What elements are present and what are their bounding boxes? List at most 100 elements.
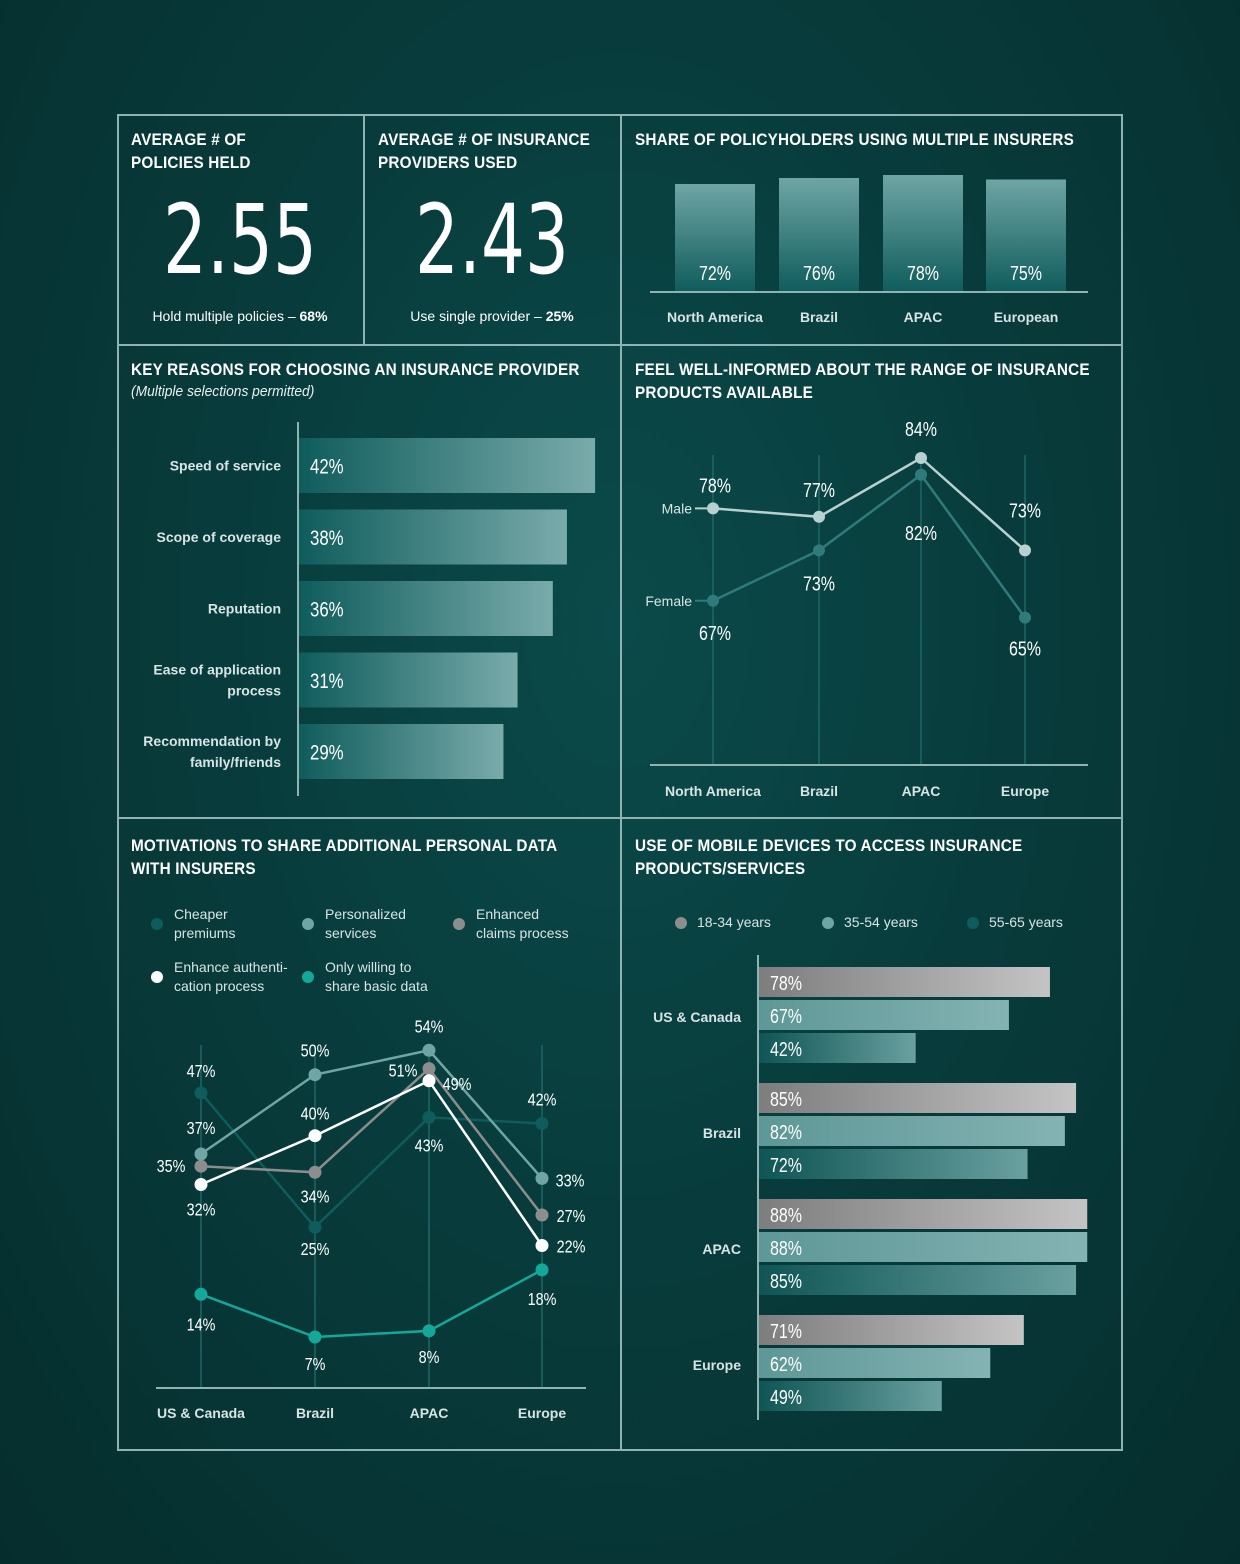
data-point [1019, 611, 1031, 624]
well-informed-chart: Male 78% 77% 84% 73% Female 67% 73% 82% 65% North … [645, 418, 1088, 799]
legend-label: Personalized services [325, 906, 406, 941]
legend-dot [453, 918, 465, 930]
bar-value-label: 78% [907, 262, 939, 284]
data-label: 37% [187, 1119, 216, 1139]
series-line-male [712, 456, 1026, 552]
category-label: Europe [1001, 783, 1049, 799]
category-label: European [994, 309, 1059, 325]
data-label: 73% [803, 573, 835, 595]
key-reasons-title: KEY REASONS FOR CHOOSING AN INSURANCE PR… [131, 360, 580, 379]
avg-providers-title: AVERAGE # OF INSURANCE PROVIDERS USED [378, 130, 590, 172]
category-label: APAC [902, 783, 941, 799]
data-label: 50% [301, 1041, 330, 1061]
legend-dot [151, 971, 163, 983]
bar-value-label: 42% [770, 1038, 802, 1060]
bar-value-label: 67% [770, 1005, 802, 1027]
series-line-5 [200, 1268, 543, 1339]
divider-top-left [363, 114, 365, 345]
bar-value-label: 72% [699, 262, 731, 284]
data-point [422, 1062, 436, 1076]
bar-value-label: 75% [1010, 262, 1042, 284]
bar-value-label: 62% [770, 1353, 802, 1375]
data-label: 14% [187, 1315, 216, 1335]
bar-value-label: 42% [310, 456, 344, 479]
multiple-insurers-chart: 72% North America 76% Brazil 78% APAC 75% Europ… [650, 175, 1088, 325]
bar-4-2 [759, 1348, 991, 1378]
data-point [308, 1165, 322, 1179]
bar-1-2 [759, 1000, 1009, 1030]
category-label: Speed of service [170, 458, 281, 474]
data-point [308, 1068, 322, 1082]
multiple-insurers-title: SHARE OF POLICYHOLDERS USING MULTIPLE IN… [635, 130, 1074, 149]
legend-label: Enhance authenti- cation process [174, 959, 288, 994]
data-label: 84% [905, 418, 937, 440]
data-label: 18% [528, 1289, 557, 1309]
bar-value-label: 71% [770, 1320, 802, 1342]
avg-policies-caption-text: Hold multiple policies – [152, 308, 300, 324]
category-label: Brazil [703, 1125, 741, 1141]
avg-policies-caption-value: 68% [299, 308, 328, 324]
bar-4-3 [759, 1381, 942, 1411]
bar-value-label: 38% [310, 527, 344, 550]
data-label: 22% [557, 1237, 586, 1257]
mobile-chart: 78% 67% 42% US & Canada 85% 82% 72% Brazil 88% 88… [653, 955, 1088, 1420]
data-point [422, 1324, 436, 1338]
category-label: US & Canada [157, 1405, 245, 1421]
legend-dot [302, 918, 314, 930]
data-label: 33% [556, 1171, 585, 1191]
bar-1 [675, 184, 755, 292]
data-point [915, 452, 927, 464]
bar-value-label: 88% [770, 1204, 802, 1226]
legend-label: 18-34 years [697, 914, 771, 930]
data-label: 27% [557, 1207, 586, 1227]
series-name-label: Male [662, 500, 693, 516]
motivations-chart: 47% 25% 43% 42% 35% 34% 51% 27% 37% 50% 54% 33% 32% 4… [156, 1017, 586, 1421]
avg-providers-value: 2.43 [415, 184, 569, 296]
bar-5 [299, 724, 504, 779]
data-point [422, 1043, 436, 1057]
data-point [194, 1159, 208, 1173]
series-line-4 [200, 1079, 544, 1247]
data-label: 65% [1009, 638, 1041, 660]
avg-providers-caption: Use single provider – 25% [372, 308, 612, 324]
data-point [1019, 544, 1031, 557]
bar-value-label: 49% [770, 1386, 802, 1408]
legend-label: Enhanced claims process [476, 906, 569, 941]
data-label: 47% [187, 1062, 216, 1082]
data-point [422, 1110, 436, 1124]
bar-4-1 [759, 1315, 1024, 1345]
legend-dot [302, 971, 314, 983]
key-reasons-chart: 42% Speed of service 38% Scope of coverage 3… [143, 422, 596, 796]
category-label: APAC [410, 1405, 449, 1421]
category-label: North America [667, 309, 763, 325]
category-label: Ease of application process [153, 662, 281, 699]
series-line-3 [200, 1066, 543, 1216]
legend-dot [822, 917, 834, 929]
avg-providers-caption-text: Use single provider – [410, 308, 546, 324]
bar-2-1 [759, 1083, 1077, 1113]
data-label: 42% [528, 1090, 557, 1110]
legend-label: 35-54 years [844, 914, 918, 930]
data-point [535, 1239, 549, 1252]
bar-value-label: 85% [770, 1270, 802, 1292]
bar-2 [299, 509, 567, 565]
avg-policies-caption: Hold multiple policies – 68% [120, 308, 360, 324]
category-label: APAC [904, 309, 943, 325]
data-point [194, 1086, 208, 1100]
mobile-title: USE OF MOBILE DEVICES TO ACCESS INSURANC… [635, 836, 1023, 878]
avg-providers-caption-value: 25% [545, 308, 574, 324]
bar-value-label: 72% [770, 1154, 802, 1176]
category-label: Brazil [800, 309, 838, 325]
motivations-title: MOTIVATIONS TO SHARE ADDITIONAL PERSONAL… [131, 836, 558, 878]
data-point [308, 1330, 322, 1344]
legend-dot [151, 918, 163, 930]
bar-3-2 [759, 1232, 1088, 1262]
category-label: Recommendation by family/friends [143, 733, 281, 770]
data-label: 49% [443, 1074, 472, 1094]
category-label: Europe [693, 1357, 741, 1373]
category-label: Europe [518, 1405, 566, 1421]
category-label: Scope of coverage [157, 529, 282, 545]
bar-value-label: 88% [770, 1237, 802, 1259]
data-label: 32% [187, 1200, 216, 1220]
data-label: 54% [415, 1017, 444, 1037]
